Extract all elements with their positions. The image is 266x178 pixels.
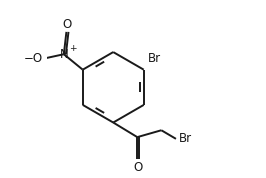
Text: O: O [63,17,72,30]
Text: −O: −O [24,52,43,65]
Text: N: N [60,48,68,61]
Text: +: + [69,44,77,53]
Text: Br: Br [178,132,192,145]
Text: Br: Br [148,52,161,65]
Text: O: O [134,161,143,174]
